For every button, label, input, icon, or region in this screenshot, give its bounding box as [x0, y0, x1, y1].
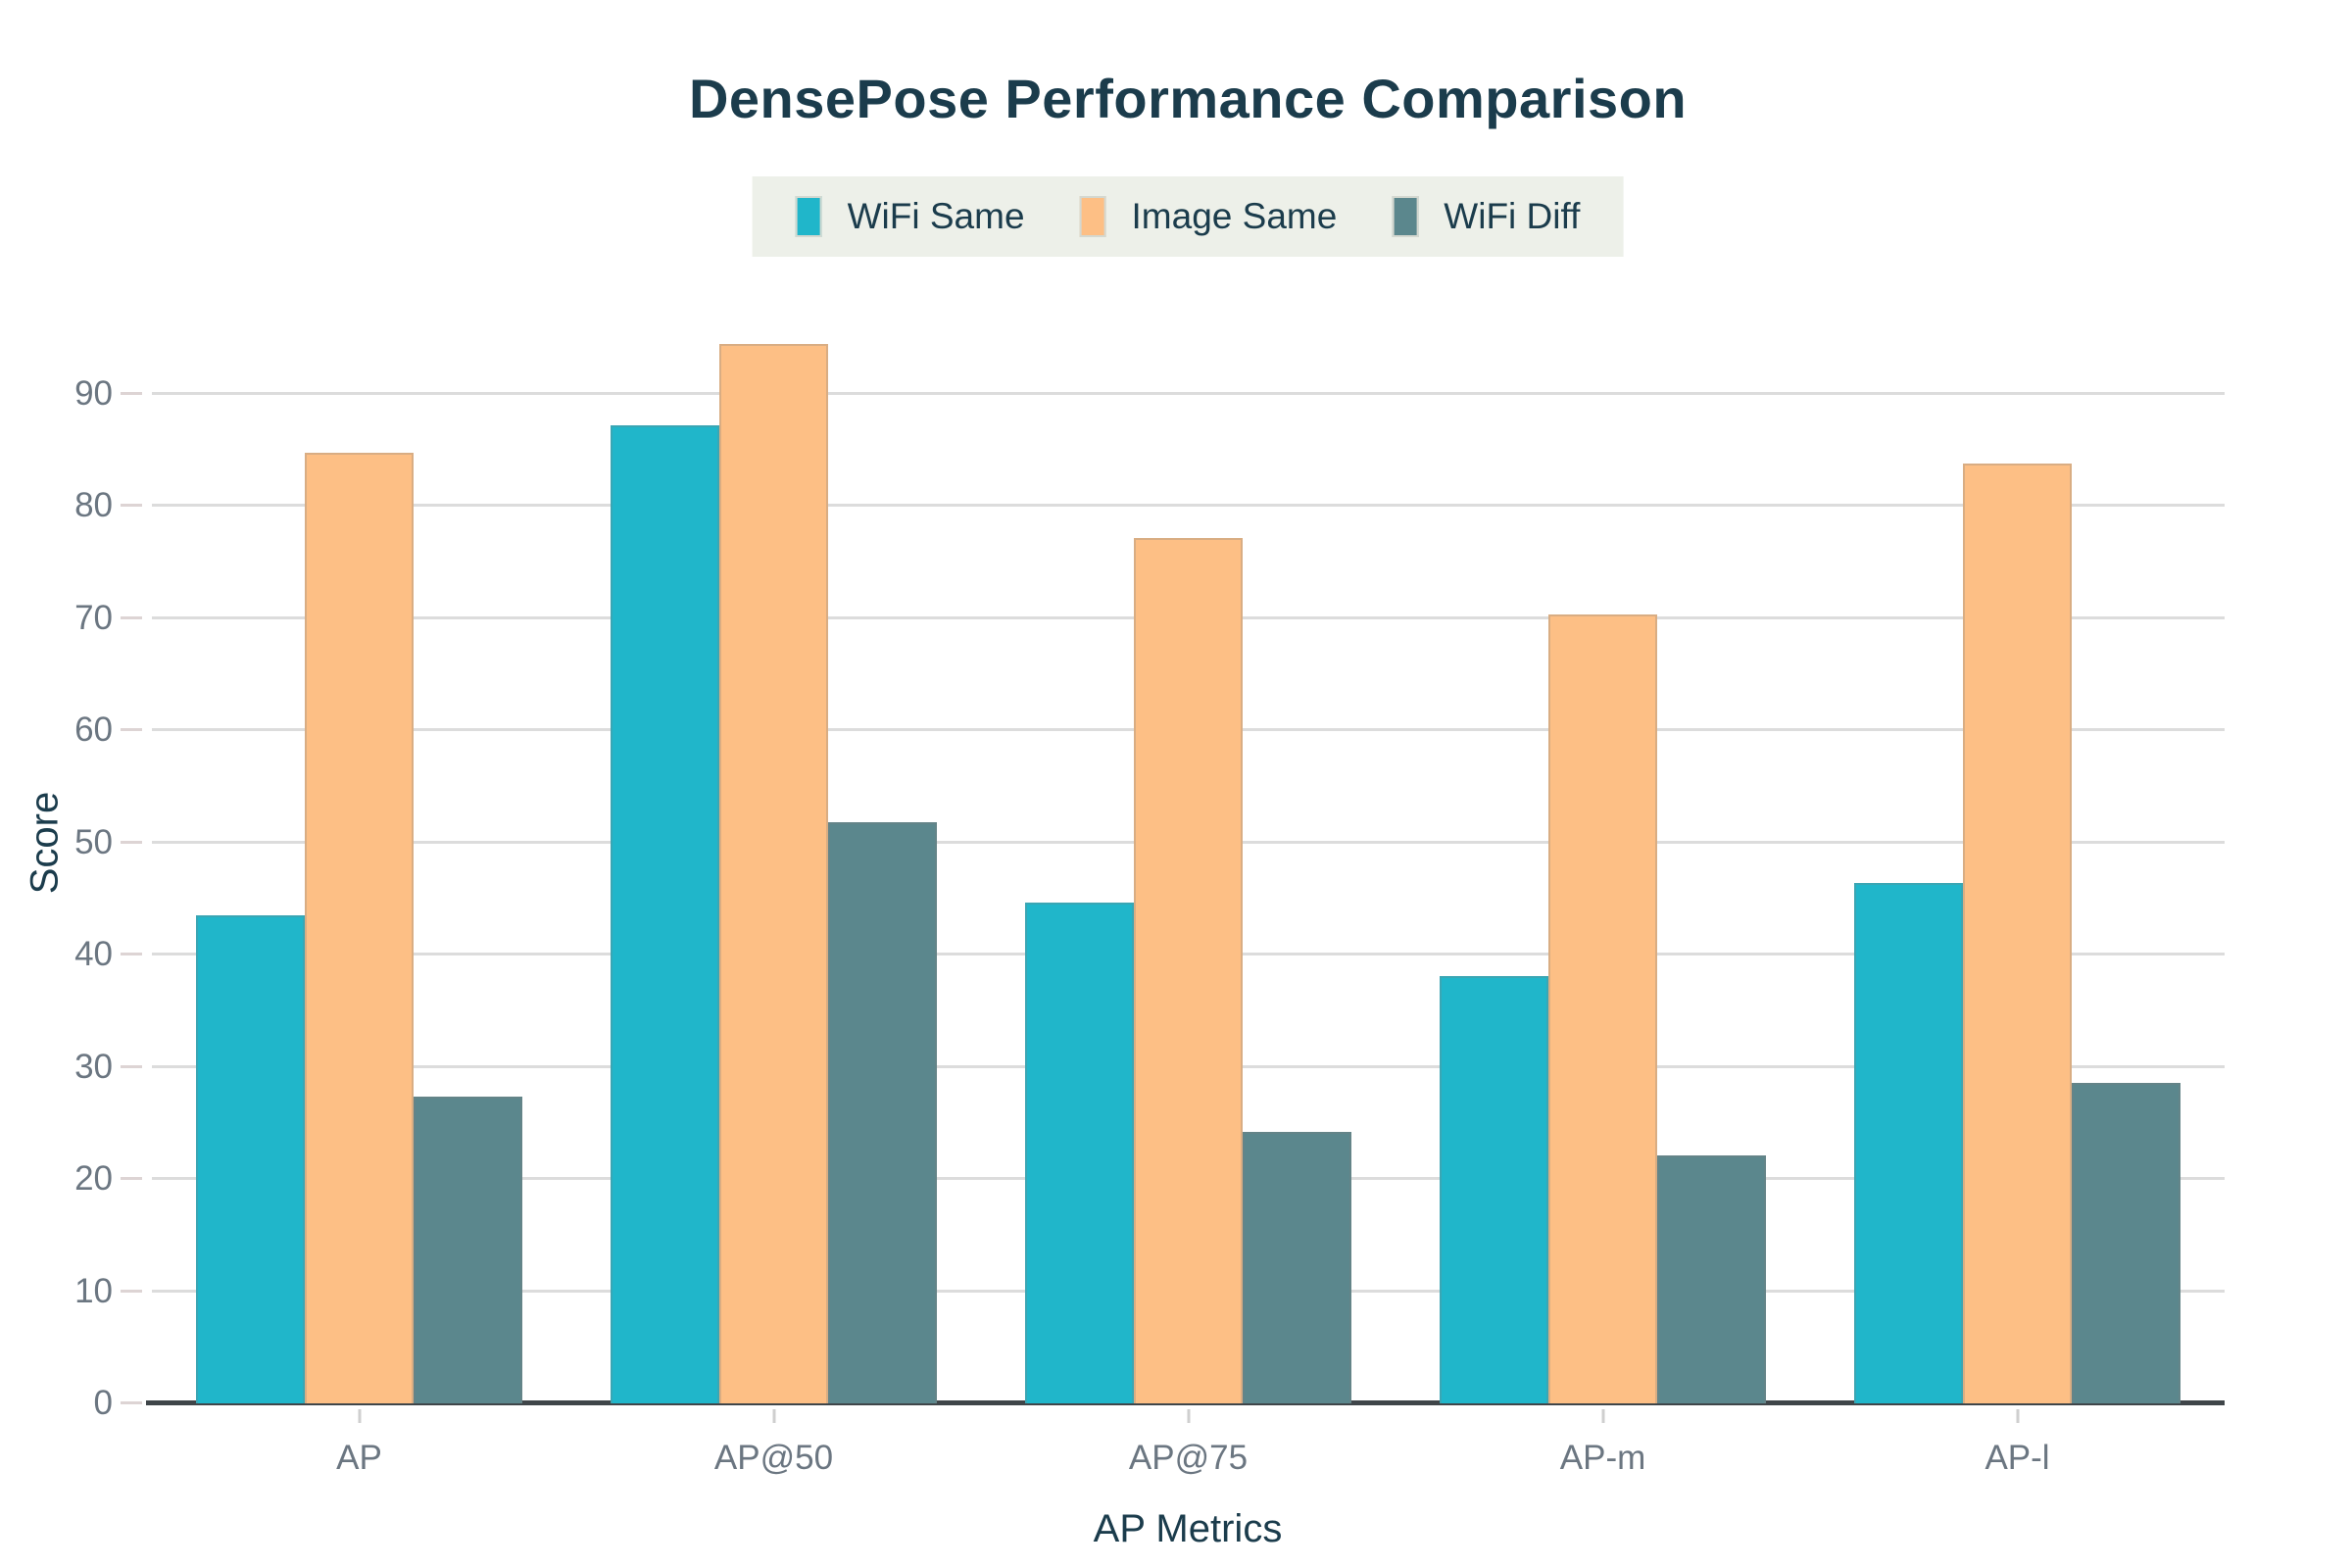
x-tick-label-AP@75: AP@75	[1128, 1439, 1249, 1477]
x-axis-title: AP Metrics	[1093, 1507, 1283, 1550]
x-tick-mark	[1601, 1409, 1604, 1423]
y-tick-mark	[121, 840, 142, 844]
bar-wifi-diff-AP-l	[2072, 1082, 2180, 1403]
y-tick-mark	[121, 1401, 142, 1404]
x-tick-mark	[358, 1409, 361, 1423]
x-tick-mark	[772, 1409, 775, 1423]
bar-group-AP	[152, 281, 566, 1403]
bar-wifi-diff-AP	[414, 1097, 522, 1403]
y-tick-mark	[121, 953, 142, 956]
y-tick-label: 10	[74, 1271, 113, 1310]
y-tick-mark	[121, 615, 142, 619]
gridline	[152, 391, 2225, 395]
y-tick-mark	[121, 728, 142, 731]
y-tick-mark	[121, 504, 142, 507]
bar-group-AP@75	[981, 281, 1396, 1403]
x-tick-mark	[2016, 1409, 2019, 1423]
y-tick-label: 70	[74, 598, 113, 637]
bar-wifi-same-AP@50	[611, 424, 719, 1403]
bar-wifi-same-AP@75	[1025, 903, 1134, 1403]
bar-wifi-same-AP	[196, 914, 305, 1403]
x-tick-label-AP@50: AP@50	[713, 1439, 834, 1477]
y-tick-mark	[121, 1289, 142, 1293]
bar-group-AP@50	[566, 281, 981, 1403]
legend-label: WiFi Same	[847, 196, 1025, 236]
legend-item-wifi-same: WiFi Same	[795, 196, 1025, 237]
bar-group-AP-m	[1396, 281, 1810, 1403]
y-tick-label: 90	[74, 373, 113, 413]
y-tick-label: 20	[74, 1159, 113, 1198]
y-axis-title: Score	[23, 791, 67, 895]
bar-image-same-AP	[305, 453, 414, 1403]
bar-wifi-same-AP-m	[1440, 975, 1548, 1403]
y-tick-label: 40	[74, 935, 113, 973]
legend-swatch-icon	[1079, 196, 1106, 237]
bar-image-same-AP@75	[1134, 538, 1243, 1403]
y-tick-label: 60	[74, 710, 113, 749]
bar-image-same-AP-l	[1963, 463, 2072, 1403]
y-tick-label: 0	[93, 1384, 113, 1422]
x-tick-label-AP: AP	[336, 1439, 382, 1477]
legend-swatch-icon	[795, 196, 822, 237]
bar-group-AP-l	[1810, 281, 2225, 1403]
legend: WiFi Same Image Same WiFi Diff	[752, 176, 1624, 257]
bar-wifi-same-AP-l	[1854, 882, 1963, 1403]
y-tick-mark	[121, 391, 142, 395]
bar-image-same-AP-m	[1548, 614, 1657, 1403]
legend-item-image-same: Image Same	[1079, 196, 1338, 237]
legend-item-wifi-diff: WiFi Diff	[1392, 196, 1580, 237]
legend-swatch-icon	[1392, 196, 1419, 237]
y-tick-mark	[121, 1177, 142, 1180]
plot-area: 0 10 20 30 40 50 60 70 80 90 AP AP@50 AP@75 AP-m AP-l	[74, 281, 2225, 1477]
y-tick-label: 80	[74, 486, 113, 524]
x-tick-label-AP-m: AP-m	[1559, 1439, 1646, 1477]
x-tick-label-AP-l: AP-l	[1984, 1439, 2050, 1477]
legend-label: WiFi Diff	[1444, 196, 1581, 236]
bar-wifi-diff-AP@75	[1243, 1131, 1351, 1403]
y-tick-label: 50	[74, 822, 113, 861]
chart-title: DensePose Performance Comparison	[688, 68, 1688, 129]
legend-label: Image Same	[1131, 196, 1338, 236]
y-tick-mark	[121, 1064, 142, 1068]
bar-wifi-diff-AP@50	[828, 821, 937, 1403]
bar-image-same-AP@50	[719, 344, 828, 1403]
bar-wifi-diff-AP-m	[1657, 1154, 1766, 1403]
x-tick-mark	[1187, 1409, 1190, 1423]
gridline	[152, 504, 2225, 507]
y-tick-label: 30	[74, 1047, 113, 1086]
